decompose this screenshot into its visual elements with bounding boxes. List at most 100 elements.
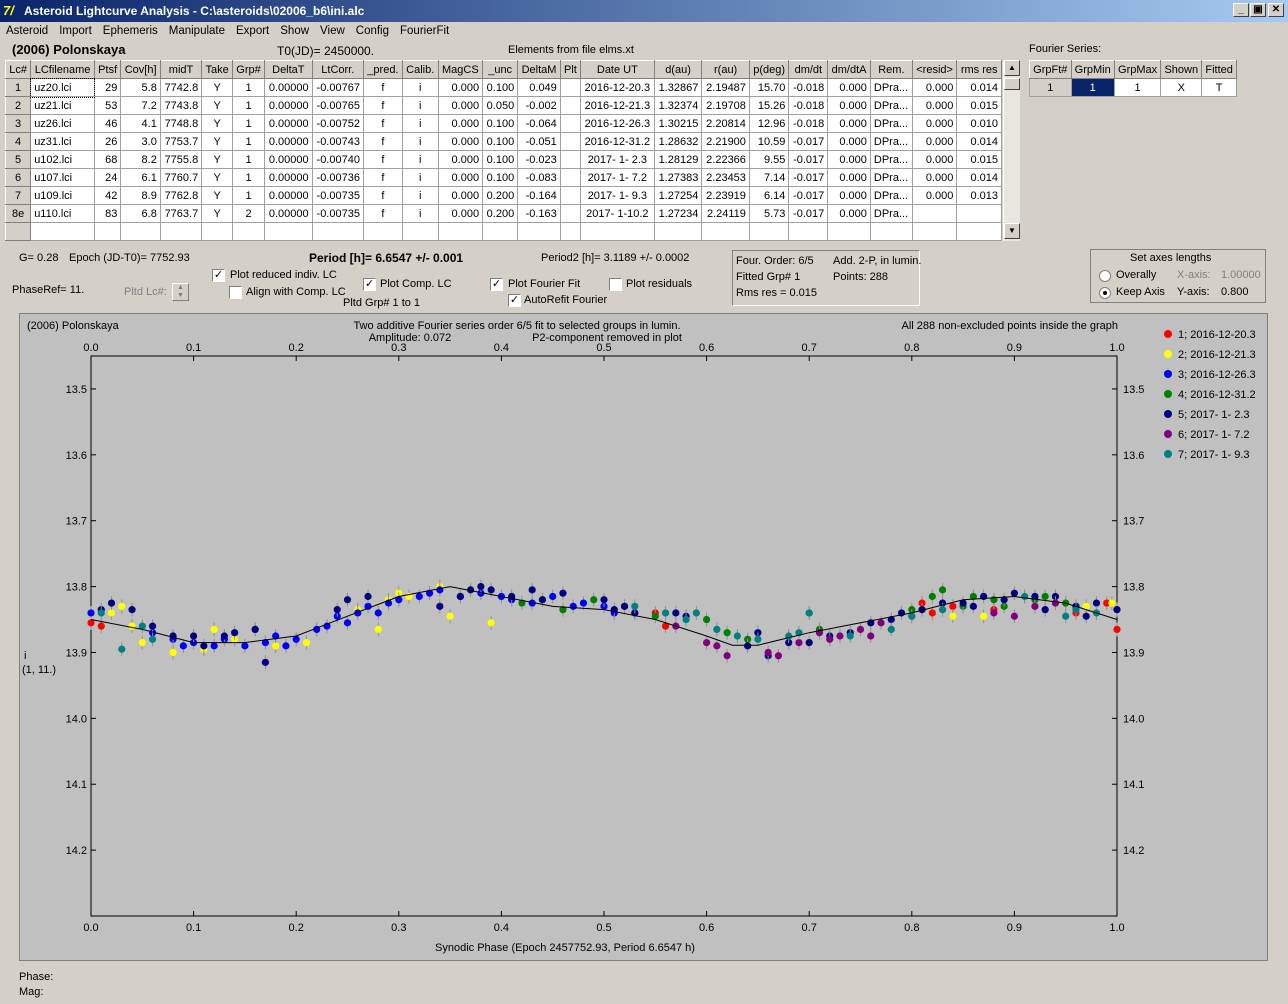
table-cell[interactable]: -0.018 (788, 78, 829, 97)
table-cell[interactable]: -0.00735 (311, 204, 364, 223)
table-cell[interactable] (93, 222, 122, 241)
table-cell[interactable] (559, 186, 581, 205)
fs-cell[interactable]: 1 (1070, 78, 1115, 97)
table-cell[interactable]: 0.000 (911, 186, 958, 205)
table-scrollbar[interactable]: ▲ ▼ (1003, 60, 1020, 241)
column-header[interactable]: _pred. (362, 60, 403, 79)
column-header[interactable]: midT (159, 60, 203, 79)
table-cell[interactable]: 68 (93, 150, 122, 169)
table-cell[interactable]: DPra... (869, 168, 913, 187)
table-cell[interactable]: -0.00767 (311, 78, 364, 97)
table-cell[interactable]: -0.00740 (311, 150, 364, 169)
table-cell[interactable]: DPra... (869, 132, 913, 151)
table-cell[interactable]: f (362, 204, 403, 223)
table-cell[interactable] (653, 222, 703, 241)
table-cell[interactable]: 7762.8 (159, 186, 203, 205)
table-cell[interactable] (559, 204, 581, 223)
table-cell[interactable]: 1.27254 (653, 186, 703, 205)
table-cell[interactable]: 0.015 (956, 96, 1002, 115)
table-cell[interactable]: Y (201, 132, 233, 151)
table-cell[interactable]: 0.000 (911, 114, 958, 133)
table-cell[interactable]: 7755.8 (159, 150, 203, 169)
table-cell[interactable]: 7742.8 (159, 78, 203, 97)
table-cell[interactable]: -0.023 (517, 150, 561, 169)
table-cell[interactable] (201, 222, 233, 241)
table-cell[interactable]: f (362, 132, 403, 151)
fs-cell[interactable]: 1 (1029, 78, 1072, 97)
lightcurve-plot[interactable]: (2006) Polonskaya Two additive Fourier s… (20, 314, 1269, 962)
table-cell[interactable]: 6.14 (748, 186, 790, 205)
table-cell[interactable] (437, 222, 484, 241)
table-cell[interactable] (559, 114, 581, 133)
table-cell[interactable]: 0.049 (517, 78, 561, 97)
table-cell[interactable]: uz31.lci (30, 132, 95, 151)
table-cell[interactable] (788, 222, 829, 241)
table-cell[interactable]: 6.8 (120, 204, 161, 223)
table-cell[interactable]: i (401, 132, 439, 151)
table-cell[interactable]: 0.000 (437, 114, 484, 133)
table-cell[interactable]: 1.30215 (653, 114, 703, 133)
table-cell[interactable]: 0.00000 (264, 150, 313, 169)
table-cell[interactable]: 0.000 (437, 96, 484, 115)
xaxis-value[interactable]: 1.00000 (1221, 269, 1261, 281)
table-cell[interactable]: 0.000 (911, 96, 958, 115)
menu-manipulate[interactable]: Manipulate (168, 25, 226, 37)
table-cell[interactable]: 6.1 (120, 168, 161, 187)
plot-comp-checkbox[interactable]: ✓ (363, 278, 376, 291)
column-header[interactable]: Grp# (231, 60, 266, 79)
table-cell[interactable]: DPra... (869, 186, 913, 205)
table-cell[interactable]: 0.000 (827, 186, 871, 205)
table-cell[interactable]: -0.051 (517, 132, 561, 151)
table-cell[interactable] (362, 222, 403, 241)
table-cell[interactable] (482, 222, 519, 241)
column-header[interactable]: _unc (482, 60, 519, 79)
table-cell[interactable]: 83 (93, 204, 122, 223)
row-number[interactable]: 6 (4, 168, 32, 187)
table-cell[interactable]: 2016-12-31.2 (579, 132, 655, 151)
table-cell[interactable] (911, 222, 958, 241)
row-number[interactable]: 8e (4, 204, 32, 223)
table-cell[interactable]: 2017- 1-10.2 (579, 204, 655, 223)
menu-ephemeris[interactable]: Ephemeris (102, 25, 158, 37)
table-cell[interactable]: uz20.lci (29, 77, 96, 98)
table-cell[interactable]: i (401, 150, 439, 169)
table-cell[interactable]: 1.32374 (653, 96, 703, 115)
table-cell[interactable]: 8.2 (120, 150, 161, 169)
table-cell[interactable] (559, 96, 581, 115)
table-cell[interactable]: 8.9 (120, 186, 161, 205)
table-cell[interactable]: 26 (93, 132, 122, 151)
table-cell[interactable]: 1.27383 (653, 168, 703, 187)
table-cell[interactable]: 0.000 (437, 150, 484, 169)
table-cell[interactable] (517, 222, 561, 241)
table-cell[interactable]: 0.000 (437, 132, 484, 151)
table-cell[interactable]: 0.00000 (264, 186, 313, 205)
table-cell[interactable]: 0.000 (437, 168, 484, 187)
table-cell[interactable]: 7748.8 (159, 114, 203, 133)
table-cell[interactable]: 0.00000 (264, 204, 313, 223)
table-cell[interactable]: -0.00743 (311, 132, 364, 151)
table-cell[interactable]: 46 (93, 114, 122, 133)
table-cell[interactable]: 0.100 (482, 132, 519, 151)
table-cell[interactable] (827, 222, 871, 241)
column-header[interactable]: Plt (559, 60, 581, 79)
column-header[interactable]: Rem. (869, 60, 913, 79)
table-cell[interactable]: 2.21900 (701, 132, 750, 151)
table-cell[interactable]: 9.55 (748, 150, 790, 169)
table-cell[interactable]: i (401, 186, 439, 205)
table-cell[interactable]: 0.00000 (264, 78, 313, 97)
fs-column-header[interactable]: GrpFt# (1029, 60, 1072, 79)
table-cell[interactable]: 1.28632 (653, 132, 703, 151)
table-cell[interactable] (956, 222, 1002, 241)
table-cell[interactable]: -0.064 (517, 114, 561, 133)
table-cell[interactable] (911, 204, 958, 223)
table-cell[interactable] (311, 222, 364, 241)
fs-column-header[interactable]: Shown (1160, 60, 1203, 79)
table-cell[interactable]: 0.000 (437, 186, 484, 205)
table-cell[interactable]: 1 (231, 186, 266, 205)
table-row[interactable]: 7 u109.lci 42 8.9 7762.8 Y 1 0.00000 -0.00735 f i 0… (4, 186, 1002, 205)
table-cell[interactable]: f (362, 150, 403, 169)
table-cell[interactable]: 7763.7 (159, 204, 203, 223)
yaxis-value[interactable]: 0.800 (1221, 286, 1249, 298)
table-cell[interactable]: 1.32867 (653, 78, 703, 97)
table-cell[interactable]: 0.100 (482, 114, 519, 133)
